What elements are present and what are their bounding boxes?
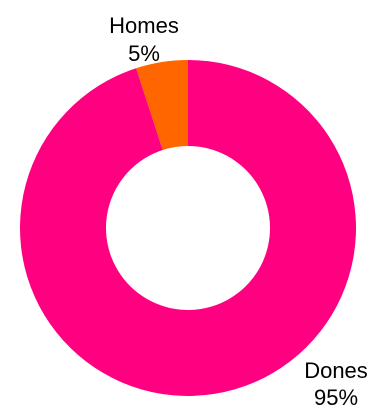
slice-label-dones-percent: 95% <box>314 385 358 408</box>
slice-dones <box>19 60 357 397</box>
slice-homes <box>136 60 188 151</box>
slice-label-homes-name: Homes <box>109 13 179 38</box>
slices-group <box>19 60 357 397</box>
slice-label-dones-name: Dones <box>304 358 368 383</box>
slice-label-homes-percent: 5% <box>128 41 160 66</box>
